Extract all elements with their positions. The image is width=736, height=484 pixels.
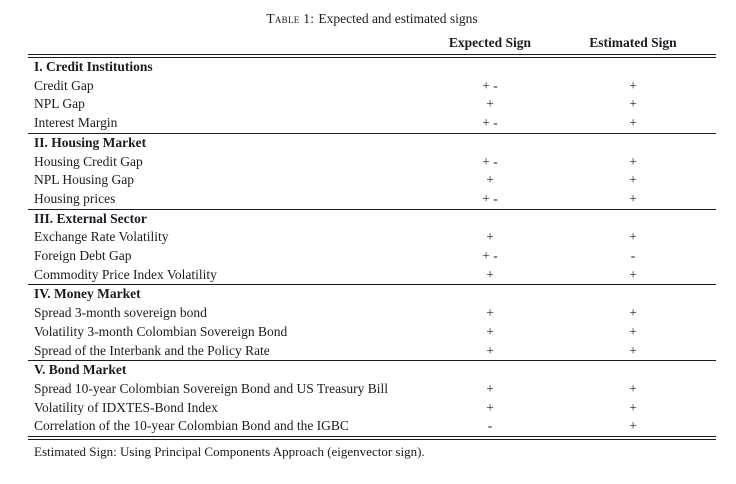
estimated-sign-value: + (629, 342, 637, 358)
row-label: Exchange Rate Volatility (34, 229, 169, 245)
spacer-cell (705, 247, 716, 266)
section-title: III. External Sector (28, 208, 716, 229)
spacer-cell (705, 171, 716, 190)
row-label: Housing prices (34, 190, 116, 206)
row-label: Spread 3-month sovereign bond (34, 305, 207, 321)
estimated-sign-value: - (630, 248, 636, 264)
row-label: Volatility of IDXTES-Bond Index (34, 399, 218, 415)
row-label: Foreign Debt Gap (34, 248, 132, 264)
spacer-cell (705, 342, 716, 361)
table-row: NPL Housing Gap + + (28, 171, 716, 190)
row-label: NPL Gap (34, 96, 85, 112)
section-title: V. Bond Market (28, 360, 716, 380)
expected-sign-value: + (486, 305, 494, 321)
table-row: Spread 10-year Colombian Sovereign Bond … (28, 380, 716, 399)
expected-sign-value: + (486, 229, 494, 245)
table-row: NPL Gap + + (28, 95, 716, 114)
estimated-sign-value: + (629, 229, 637, 245)
section-header-row: III. External Sector (28, 208, 716, 229)
table-row: Interest Margin + - + (28, 114, 716, 133)
section-header-row: II. Housing Market (28, 132, 716, 153)
table-footnote: Estimated Sign: Using Principal Componen… (34, 444, 425, 460)
estimated-sign-value: + (629, 399, 637, 415)
spacer-cell (705, 417, 716, 441)
table-row: Spread of the Interbank and the Policy R… (28, 342, 716, 361)
table-number-label: Table 1: (266, 11, 315, 26)
row-label: Spread 10-year Colombian Sovereign Bond … (34, 380, 388, 396)
expected-sign-value: + (486, 172, 494, 188)
signs-table-body: I. Credit Institutions Credit Gap + - + NPL … (28, 56, 716, 441)
spacer-cell (705, 380, 716, 399)
expected-sign-value: + - (482, 190, 498, 206)
spacer-cell (705, 153, 716, 172)
section-title: I. Credit Institutions (34, 59, 153, 74)
section-title: II. Housing Market (28, 132, 716, 153)
table-row: Correlation of the 10-year Colombian Bon… (28, 417, 716, 441)
expected-sign-value: + - (482, 153, 498, 169)
estimated-sign-value: + (629, 172, 637, 188)
table-row: Commodity Price Index Volatility + + (28, 266, 716, 285)
signs-table: Expected Sign Estimated Sign I. Credit I… (28, 35, 716, 441)
column-header-indicator (28, 35, 419, 58)
estimated-sign-value: + (629, 323, 637, 339)
estimated-sign-value: + (629, 380, 637, 396)
section-title: IV. Money Market (28, 284, 716, 305)
table-header-row: Expected Sign Estimated Sign (28, 35, 716, 58)
expected-sign-value: + - (482, 115, 498, 131)
table-row: Credit Gap + - + (28, 77, 716, 96)
expected-sign-value: + (486, 96, 494, 112)
table-row: Foreign Debt Gap + - - (28, 247, 716, 266)
spacer-cell (705, 114, 716, 133)
spacer-cell (705, 228, 716, 247)
expected-sign-value: + (486, 380, 494, 396)
estimated-sign-value: + (629, 305, 637, 321)
spacer-cell (705, 399, 716, 418)
spacer-cell (705, 323, 716, 342)
row-label: Housing Credit Gap (34, 153, 143, 169)
column-header-expected-sign: Expected Sign (419, 35, 561, 58)
estimated-sign-value: + (629, 96, 637, 112)
expected-sign-value: + (486, 266, 494, 282)
estimated-sign-value: + (629, 190, 637, 206)
estimated-sign-value: + (629, 153, 637, 169)
estimated-sign-value: + (629, 115, 637, 131)
table-row: Volatility 3-month Colombian Sovereign B… (28, 323, 716, 342)
column-header-estimated-sign: Estimated Sign (561, 35, 705, 58)
column-header-spacer (705, 35, 716, 58)
expected-sign-value: + (486, 399, 494, 415)
estimated-sign-value: + (629, 266, 637, 282)
table-row: Housing prices + - + (28, 190, 716, 209)
table-title-text: Expected and estimated signs (318, 11, 478, 26)
expected-sign-value: + - (482, 248, 498, 264)
expected-sign-value: + - (482, 77, 498, 93)
row-label: Commodity Price Index Volatility (34, 266, 217, 282)
table-row: Exchange Rate Volatility + + (28, 228, 716, 247)
table-title: Table 1: Expected and estimated signs (28, 10, 716, 27)
row-label: NPL Housing Gap (34, 172, 134, 188)
estimated-sign-value: + (629, 77, 637, 93)
expected-sign-value: + (486, 342, 494, 358)
section-header-row: IV. Money Market (28, 284, 716, 305)
row-label: Credit Gap (34, 77, 94, 93)
table-row: Housing Credit Gap + - + (28, 153, 716, 172)
estimated-sign-value: + (561, 417, 705, 441)
spacer-cell (705, 190, 716, 209)
table-row: Spread 3-month sovereign bond + + (28, 304, 716, 323)
table-row: Volatility of IDXTES-Bond Index + + (28, 399, 716, 418)
row-label: Correlation of the 10-year Colombian Bon… (28, 417, 419, 441)
spacer-cell (705, 266, 716, 285)
row-label: Spread of the Interbank and the Policy R… (34, 342, 270, 358)
expected-sign-value: + (486, 323, 494, 339)
row-label: Volatility 3-month Colombian Sovereign B… (34, 323, 288, 339)
section-header-row: I. Credit Institutions (28, 56, 716, 77)
spacer-cell (705, 304, 716, 323)
expected-sign-value: - (419, 417, 561, 441)
spacer-cell (705, 95, 716, 114)
spacer-cell (705, 77, 716, 96)
section-header-row: V. Bond Market (28, 360, 716, 380)
row-label: Interest Margin (34, 115, 118, 131)
